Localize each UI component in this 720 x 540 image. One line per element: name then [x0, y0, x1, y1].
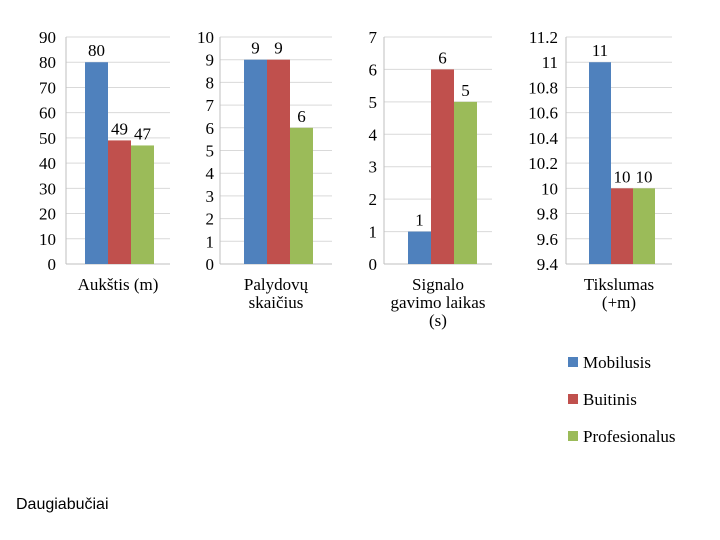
y-tick-label: 6: [206, 119, 215, 138]
y-tick-label: 9.6: [537, 230, 558, 249]
y-tick-label: 2: [206, 210, 215, 229]
bar-profesionalus: [633, 188, 655, 264]
y-tick-label: 90: [39, 28, 56, 47]
bar-mobilusis: [408, 231, 431, 264]
bar-profesionalus: [454, 101, 477, 264]
data-label: 80: [88, 41, 105, 60]
y-tick-label: 7: [206, 96, 215, 115]
data-label: 5: [461, 81, 470, 100]
y-tick-label: 1: [369, 223, 378, 242]
legend-swatch: [568, 394, 578, 404]
bar-mobilusis: [589, 62, 611, 264]
y-tick-label: 6: [369, 60, 378, 79]
data-label: 10: [636, 167, 653, 186]
data-label: 49: [111, 119, 128, 138]
y-tick-label: 3: [369, 158, 378, 177]
data-label: 9: [251, 39, 260, 58]
y-tick-label: 9.8: [537, 205, 558, 224]
y-tick-label: 60: [39, 104, 56, 123]
bar-buitinis: [611, 188, 633, 264]
chart-4: 9.4 9.6 9.8 10 10.2 10.4 10.6 10.8 11 11.2 11 10 10 T…: [528, 28, 672, 312]
category-label: (s): [429, 311, 447, 330]
y-tick-label: 1: [206, 232, 215, 251]
data-label: 9: [274, 39, 283, 58]
y-tick-label: 80: [39, 53, 56, 72]
y-tick-label: 0: [206, 255, 215, 274]
bar-mobilusis: [85, 62, 108, 264]
y-tick-label: 9: [206, 51, 215, 70]
y-tick-label: 10: [197, 28, 214, 47]
legend-label: Profesionalus: [583, 427, 676, 446]
data-label: 10: [614, 167, 631, 186]
y-tick-label: 10.2: [528, 154, 558, 173]
category-label: Aukštis (m): [78, 275, 159, 294]
bar-buitinis: [431, 69, 454, 264]
category-label: Tikslumas: [584, 275, 654, 294]
bar-profesionalus: [131, 145, 154, 264]
legend: Mobilusis Buitinis Profesionalus: [568, 353, 676, 446]
data-label: 6: [438, 48, 447, 67]
category-label: (+m): [602, 293, 636, 312]
y-tick-label: 11.2: [529, 28, 558, 47]
y-tick-label: 20: [39, 205, 56, 224]
data-label: 1: [415, 211, 424, 230]
y-tick-label: 5: [206, 142, 215, 161]
legend-swatch: [568, 357, 578, 367]
y-tick-label: 50: [39, 129, 56, 148]
y-tick-label: 10.4: [528, 129, 558, 148]
bar-buitinis: [267, 59, 290, 265]
y-tick-label: 10: [541, 179, 558, 198]
data-label: 6: [297, 107, 306, 126]
y-tick-label: 10: [39, 230, 56, 249]
y-tick-label: 0: [369, 255, 378, 274]
y-tick-label: 30: [39, 179, 56, 198]
y-tick-label: 2: [369, 190, 378, 209]
y-tick-label: 3: [206, 187, 215, 206]
category-label: gavimo laikas: [391, 293, 486, 312]
y-tick-label: 5: [369, 93, 378, 112]
chart-1: 0 10 20 30 40 50 60 70 80 90 80 49 47 Aukštis (m): [39, 28, 170, 294]
y-tick-label: 9.4: [537, 255, 559, 274]
bar-profesionalus: [290, 127, 313, 264]
y-tick-label: 70: [39, 78, 56, 97]
data-label: 47: [134, 124, 152, 143]
y-tick-label: 8: [206, 73, 215, 92]
legend-label: Mobilusis: [583, 353, 651, 372]
y-tick-label: 11: [542, 53, 558, 72]
legend-swatch: [568, 431, 578, 441]
footer-label: Daugiabučiai: [16, 496, 109, 513]
category-label: Signalo: [412, 275, 464, 294]
category-label: Palydovų: [244, 275, 309, 294]
category-label: skaičius: [249, 293, 304, 312]
y-tick-label: 4: [369, 125, 378, 144]
data-label: 11: [592, 41, 608, 60]
y-tick-label: 40: [39, 154, 56, 173]
y-tick-label: 10.6: [528, 104, 558, 123]
y-tick-label: 4: [206, 164, 215, 183]
y-tick-label: 7: [369, 28, 378, 47]
bar-mobilusis: [244, 59, 267, 265]
bar-buitinis: [108, 140, 131, 264]
legend-label: Buitinis: [583, 390, 637, 409]
y-tick-label: 0: [48, 255, 57, 274]
y-tick-label: 10.8: [528, 78, 558, 97]
